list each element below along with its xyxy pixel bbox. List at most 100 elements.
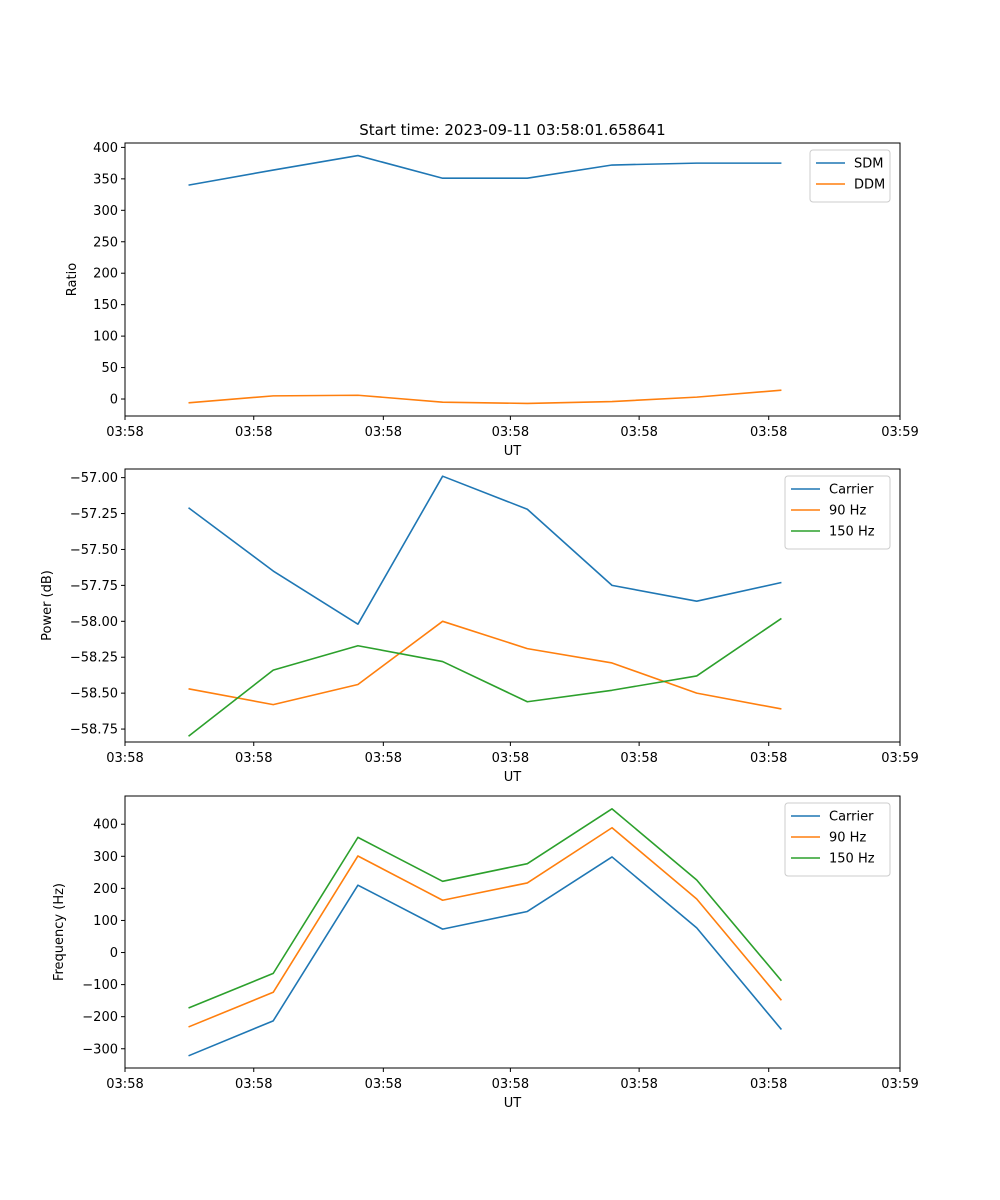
y-tick-label: 400 [93, 818, 118, 833]
x-tick-label: 03:58 [106, 425, 143, 440]
data-point-carrier [272, 570, 274, 572]
y-tick-label: 200 [93, 882, 118, 897]
x-tick-label: 03:58 [620, 1077, 657, 1092]
y-tick-label: −200 [82, 1010, 118, 1025]
data-point-150-hz [272, 669, 274, 671]
x-tick-label: 03:58 [750, 1077, 787, 1092]
data-point-ddm [357, 394, 359, 396]
legend-entry-carrier: Carrier [829, 483, 874, 498]
data-point-carrier [611, 584, 613, 586]
x-tick-label: 03:58 [235, 751, 272, 766]
data-point-90-hz [357, 855, 359, 857]
data-point-150-hz [272, 972, 274, 974]
data-point-carrier [187, 1055, 189, 1057]
x-tick-label: 03:59 [881, 425, 918, 440]
legend-entry-ddm: DDM [854, 178, 885, 193]
axes-frame [124, 795, 901, 1069]
data-point-150-hz [780, 980, 782, 982]
data-point-90-hz [187, 688, 189, 690]
y-tick-label: −58.25 [70, 651, 118, 666]
data-point-90-hz [696, 692, 698, 694]
data-point-150-hz [526, 701, 528, 703]
data-point-sdm [357, 154, 359, 156]
data-point-150-hz [780, 617, 782, 619]
legend: Carrier 90 Hz 150 Hz [784, 475, 891, 550]
power-panel: 03:58 03:58 03:58 03:58 03:58 03:58 03:59 −58.7… [40, 468, 919, 785]
data-point-90-hz [696, 898, 698, 900]
data-point-90-hz [526, 647, 528, 649]
y-tick-label: 350 [93, 172, 118, 187]
x-axis-label: UT [504, 444, 522, 459]
data-point-ddm [272, 395, 274, 397]
x-tick-label: 03:59 [881, 751, 918, 766]
data-point-ddm [441, 401, 443, 403]
data-point-carrier [441, 475, 443, 477]
y-tick-label: 200 [93, 267, 118, 282]
series-line-sdm [188, 154, 782, 186]
legend-entry-carrier: Carrier [829, 810, 874, 825]
series-line-90-hz [188, 620, 782, 710]
data-point-90-hz [272, 703, 274, 705]
chart-title: Start time: 2023-09-11 03:58:01.658641 [359, 121, 665, 139]
x-tick-label: 03:58 [492, 751, 529, 766]
x-tick-label: 03:58 [235, 425, 272, 440]
data-point-carrier [696, 600, 698, 602]
ratio-panel: Start time: 2023-09-11 03:58:01.658641 03… [65, 121, 919, 459]
data-point-carrier [357, 623, 359, 625]
y-tick-label: 100 [93, 330, 118, 345]
data-point-carrier [780, 1028, 782, 1030]
data-point-150-hz [611, 808, 613, 810]
y-tick-label: 150 [93, 298, 118, 313]
data-point-150-hz [357, 645, 359, 647]
data-point-90-hz [611, 662, 613, 664]
data-point-150-hz [187, 735, 189, 737]
y-tick-label: 100 [93, 914, 118, 929]
legend-entry-90-hz: 90 Hz [829, 504, 866, 519]
axes-frame [124, 142, 901, 417]
x-tick-label: 03:58 [365, 751, 402, 766]
x-tick-label: 03:58 [106, 751, 143, 766]
data-point-90-hz [187, 1026, 189, 1028]
data-point-sdm [441, 177, 443, 179]
x-tick-label: 03:58 [235, 1077, 272, 1092]
y-tick-label: 50 [101, 361, 118, 376]
data-point-90-hz [526, 882, 528, 884]
y-tick-label: 300 [93, 850, 118, 865]
data-point-ddm [780, 389, 782, 391]
series-line-carrier [188, 856, 783, 1057]
data-point-150-hz [441, 660, 443, 662]
data-point-150-hz [696, 675, 698, 677]
x-tick-label: 03:58 [365, 425, 402, 440]
data-point-carrier [272, 1020, 274, 1022]
data-point-sdm [696, 162, 698, 164]
y-tick-label: −57.25 [70, 507, 118, 522]
data-point-90-hz [441, 899, 443, 901]
data-point-carrier [780, 581, 782, 583]
x-tick-label: 03:58 [750, 425, 787, 440]
data-point-carrier [526, 508, 528, 510]
legend: Carrier 90 Hz 150 Hz [784, 802, 891, 877]
series-line-90-hz [188, 826, 783, 1028]
series-line-150-hz [188, 617, 782, 737]
data-point-sdm [272, 169, 274, 171]
legend-entry-90-hz: 90 Hz [829, 831, 866, 846]
y-tick-label: −58.00 [70, 615, 118, 630]
data-point-90-hz [780, 708, 782, 710]
y-tick-label: −58.75 [70, 723, 118, 738]
data-point-90-hz [357, 683, 359, 685]
data-point-sdm [611, 164, 613, 166]
y-tick-label: −57.50 [70, 543, 118, 558]
series-line-150-hz [188, 808, 783, 1009]
data-point-carrier [357, 884, 359, 886]
y-tick-label: −57.75 [70, 579, 118, 594]
x-tick-label: 03:58 [106, 1077, 143, 1092]
data-point-150-hz [526, 862, 528, 864]
data-point-carrier [611, 856, 613, 858]
data-point-sdm [187, 184, 189, 186]
data-point-90-hz [611, 827, 613, 829]
x-tick-label: 03:58 [620, 751, 657, 766]
x-tick-label: 03:58 [750, 751, 787, 766]
data-point-ddm [526, 402, 528, 404]
legend-entry-150-hz: 150 Hz [829, 852, 875, 867]
x-axis-label: UT [504, 770, 522, 785]
